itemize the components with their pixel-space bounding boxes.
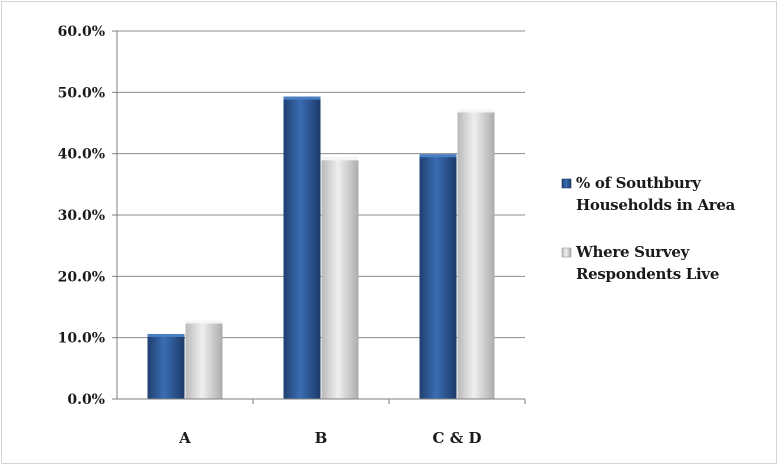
bar-respondents-0 <box>185 320 223 399</box>
y-tick-label: 50.0% <box>58 85 105 101</box>
bar-respondents-2 <box>457 109 495 400</box>
bar-respondents-1 <box>321 157 359 399</box>
y-tick-label: 0.0% <box>67 392 105 408</box>
bar-top-highlight <box>185 320 223 324</box>
y-tick-label: 20.0% <box>58 269 105 285</box>
bar-households-1 <box>283 96 321 400</box>
bar-top-highlight <box>419 154 457 158</box>
y-tick-label: 30.0% <box>58 208 105 224</box>
legend-label-1: Respondents Live <box>576 265 719 283</box>
legend-label-0: % of Southbury <box>576 174 702 192</box>
bar-top-highlight <box>147 333 185 337</box>
y-tick-label: 10.0% <box>58 331 105 347</box>
y-tick-label: 40.0% <box>58 147 105 163</box>
y-axis-tick-labels: 0.0% 10.0% 20.0% 30.0% 40.0% 50.0% 60.0% <box>58 24 105 408</box>
y-tick-label: 60.0% <box>58 24 105 40</box>
axes <box>112 30 526 404</box>
x-category-label: B <box>315 429 328 447</box>
bar-households-0 <box>147 333 185 399</box>
legend-swatch-1 <box>561 247 572 258</box>
gridlines <box>117 30 525 339</box>
x-category-label: A <box>178 429 191 447</box>
legend-label-0: Households in Area <box>576 196 736 214</box>
bar-top-highlight <box>457 109 495 113</box>
bars <box>147 96 495 400</box>
legend: % of Southbury Households in Area Where Su… <box>561 174 736 283</box>
bar-households-2 <box>419 154 457 399</box>
legend-swatch-0 <box>561 178 572 189</box>
x-category-label: C & D <box>433 429 482 447</box>
bar-top-highlight <box>283 96 321 100</box>
bar-top-highlight <box>321 157 359 161</box>
legend-label-1: Where Survey <box>575 243 691 261</box>
